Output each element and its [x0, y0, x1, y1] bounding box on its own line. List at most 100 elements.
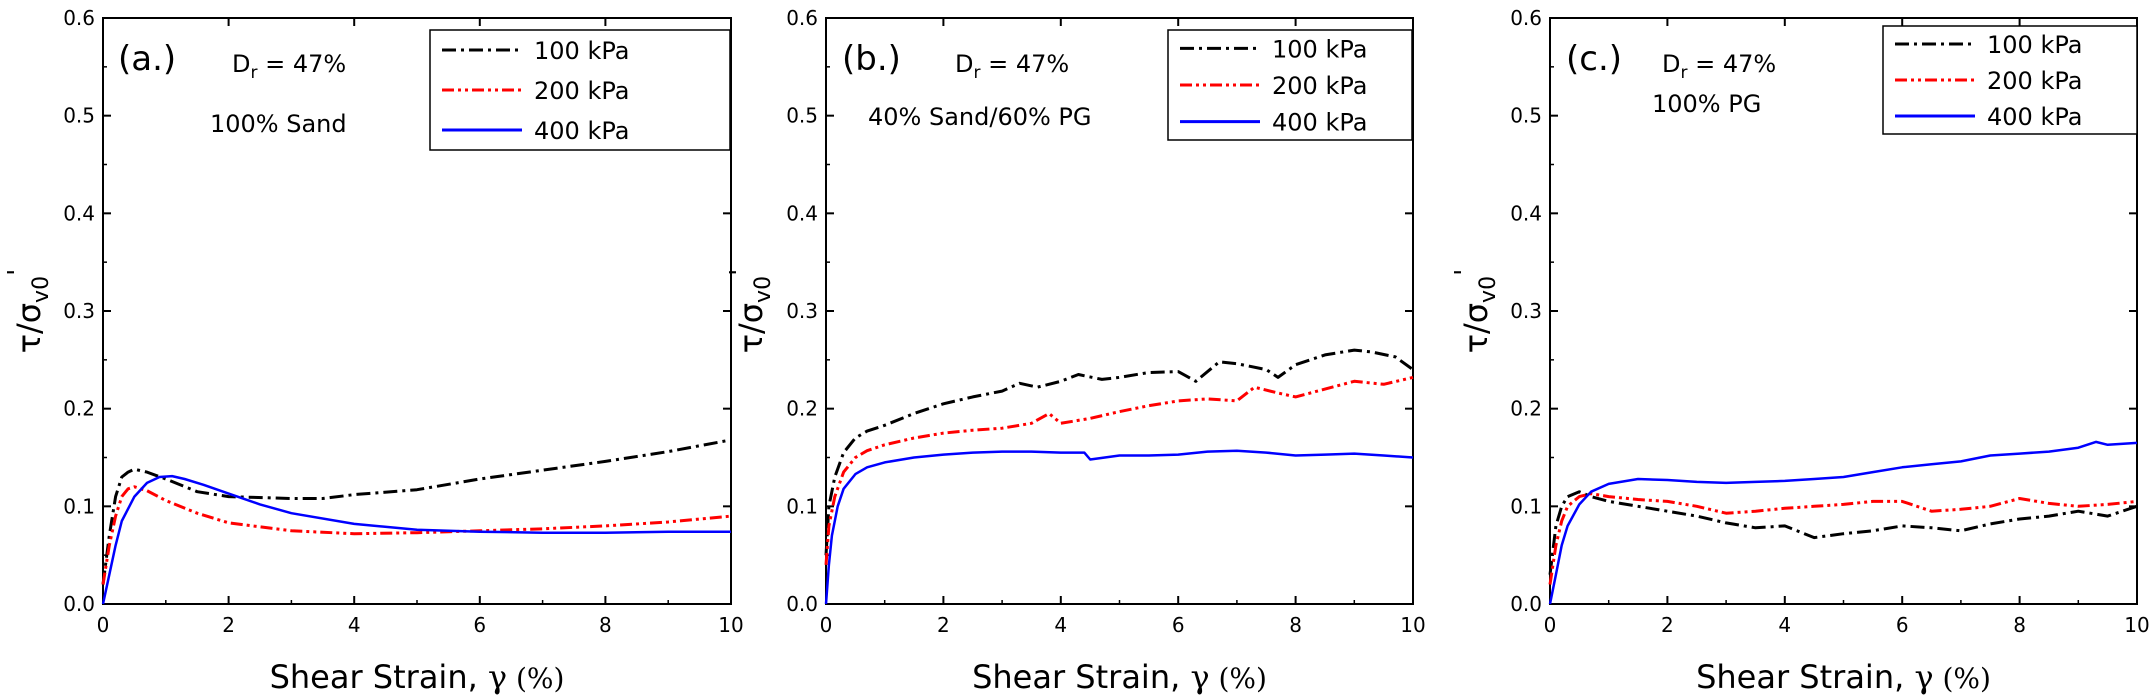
y-tick-label: 0.2 — [786, 397, 818, 421]
x-tick-label: 4 — [1778, 613, 1791, 637]
legend: 100 kPa 200 kPa 400 kPa — [1882, 25, 2138, 135]
y-tick-label: 0.2 — [1510, 397, 1542, 421]
y-axis-subscript: v0 — [751, 276, 776, 303]
y-axis-prime: ' — [725, 269, 755, 276]
series-line-400-kpa — [101, 474, 731, 605]
y-tick-label: 0.2 — [63, 397, 95, 421]
legend-label: 100 kPa — [1272, 35, 1367, 63]
y-tick-label: 0.4 — [63, 201, 95, 225]
y-axis-label: τ/σv0' — [725, 269, 776, 354]
x-axis-symbol: γ — [1914, 658, 1933, 696]
x-tick-label: 6 — [1172, 613, 1185, 637]
x-axis-label: Shear Strain, γ (%) — [270, 658, 565, 696]
y-tick-label: 0.0 — [63, 592, 95, 616]
y-axis-label-text: τ/σ — [1457, 303, 1495, 353]
y-tick-label: 0.4 — [1510, 201, 1542, 225]
x-tick-label: 6 — [1896, 613, 1909, 637]
y-tick-label: 0.6 — [1510, 6, 1542, 30]
y-axis-prime: ' — [3, 269, 33, 276]
y-tick-label: 0.3 — [786, 299, 818, 323]
x-tick-label: 2 — [937, 613, 950, 637]
y-axis-label: τ/σv0' — [1450, 269, 1501, 354]
material-annotation: 100% PG — [1652, 90, 1761, 118]
dr-symbol: D — [1662, 50, 1680, 78]
y-tick-label: 0.1 — [786, 494, 818, 518]
x-axis-symbol: γ — [488, 658, 507, 696]
panel-3: 0 2 4 6 8 10 0.0 0.1 0.2 0.3 0.4 0.5 0.6 100 kPa 200 k… — [1450, 6, 2150, 696]
x-axis-label-text: Shear Strain, — [1696, 658, 1914, 696]
material-annotation: 100% Sand — [210, 110, 347, 138]
y-tick-label: 0.1 — [63, 494, 95, 518]
y-tick-label: 0.0 — [1510, 592, 1542, 616]
y-tick-label: 0.4 — [786, 201, 818, 225]
series-line-100-kpa — [1548, 490, 2138, 575]
y-tick-label: 0.3 — [63, 299, 95, 323]
series-line-400-kpa — [824, 449, 1414, 605]
y-tick-label: 0.5 — [786, 104, 818, 128]
x-tick-label: 2 — [222, 613, 235, 637]
material-annotation: 40% Sand/60% PG — [868, 103, 1092, 131]
y-axis-label-text: τ/σ — [10, 303, 48, 353]
y-axis-subscript: v0 — [1476, 276, 1501, 303]
series-line-100-kpa — [101, 438, 732, 585]
panel-label: (b.) — [842, 39, 901, 79]
legend-label: 200 kPa — [534, 77, 629, 105]
x-tick-label: 0 — [1544, 613, 1557, 637]
y-tick-label: 0.5 — [63, 104, 95, 128]
legend: 100 kPa 200 kPa 400 kPa — [429, 29, 731, 151]
panel-label: (c.) — [1566, 39, 1622, 79]
series-line-100-kpa — [824, 348, 1414, 556]
legend-label: 100 kPa — [1987, 31, 2082, 59]
x-tick-label: 4 — [348, 613, 361, 637]
legend-label: 400 kPa — [1272, 109, 1367, 137]
x-axis-label: Shear Strain, γ (%) — [972, 658, 1267, 696]
panel-1: 0 2 4 6 8 10 0.0 0.1 0.2 0.3 0.4 0.5 0.6 100 kPa 200 k… — [3, 6, 744, 696]
x-axis-symbol: γ — [1190, 658, 1209, 696]
x-axis-unit: (%) — [507, 662, 564, 695]
dr-subscript: r — [1680, 63, 1687, 83]
legend-label: 400 kPa — [1987, 103, 2082, 131]
relative-density-annotation: Dr = 47% — [232, 50, 346, 83]
x-tick-label: 8 — [2013, 613, 2026, 637]
panel-2: 0 2 4 6 8 10 0.0 0.1 0.2 0.3 0.4 0.5 0.6 100 kPa 200 k… — [725, 6, 1426, 696]
relative-density-annotation: Dr = 47% — [1662, 50, 1776, 83]
x-axis-label-text: Shear Strain, — [270, 658, 488, 696]
x-tick-label: 10 — [1400, 613, 1425, 637]
y-tick-label: 0.1 — [1510, 494, 1542, 518]
legend-label: 200 kPa — [1987, 67, 2082, 95]
x-tick-label: 0 — [97, 613, 110, 637]
y-tick-label: 0.3 — [1510, 299, 1542, 323]
y-tick-label: 0.6 — [786, 6, 818, 30]
dr-value: = 47% — [980, 50, 1069, 78]
legend-label: 100 kPa — [534, 37, 629, 65]
x-tick-label: 4 — [1054, 613, 1067, 637]
series-line-200-kpa — [1548, 492, 2138, 585]
y-axis-prime: ' — [1450, 269, 1480, 276]
x-tick-label: 2 — [1661, 613, 1674, 637]
y-axis-label: τ/σv0' — [3, 269, 54, 354]
dr-subscript: r — [250, 63, 257, 83]
x-tick-label: 8 — [1289, 613, 1302, 637]
x-tick-label: 10 — [2124, 613, 2149, 637]
series-line-200-kpa — [824, 375, 1414, 566]
x-axis-unit: (%) — [1210, 662, 1267, 695]
series-line-400-kpa — [1548, 440, 2138, 605]
y-tick-label: 0.5 — [1510, 104, 1542, 128]
y-axis-subscript: v0 — [29, 276, 54, 303]
x-axis-unit: (%) — [1934, 662, 1991, 695]
legend-label: 200 kPa — [1272, 72, 1367, 100]
dr-value: = 47% — [1687, 50, 1776, 78]
dr-symbol: D — [955, 50, 973, 78]
x-tick-label: 6 — [473, 613, 486, 637]
panel-label: (a.) — [118, 39, 176, 79]
y-axis-label-text: τ/σ — [732, 303, 770, 353]
dr-symbol: D — [232, 50, 250, 78]
legend-label: 400 kPa — [534, 117, 629, 145]
x-axis-label-text: Shear Strain, — [972, 658, 1190, 696]
dr-subscript: r — [973, 63, 980, 83]
x-tick-label: 8 — [599, 613, 612, 637]
y-tick-label: 0.6 — [63, 6, 95, 30]
y-tick-label: 0.0 — [786, 592, 818, 616]
x-axis-label: Shear Strain, γ (%) — [1696, 658, 1991, 696]
